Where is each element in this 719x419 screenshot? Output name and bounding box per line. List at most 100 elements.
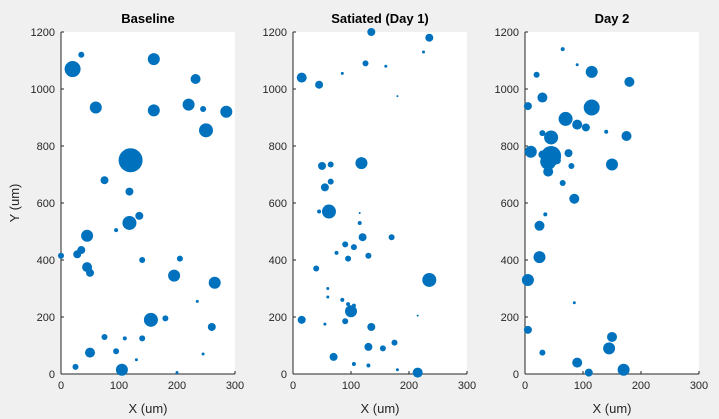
scatter-point xyxy=(321,204,336,219)
x-axis-label: X (um) xyxy=(361,401,400,416)
y-tick-label: 1000 xyxy=(31,84,55,96)
subplot-2: 0 100 200 300 0 200 400 600 800 1000 1200 Satiated … xyxy=(263,11,477,416)
y-axis-label: Y (um) xyxy=(7,184,22,223)
scatter-point xyxy=(533,251,546,264)
scatter-point xyxy=(345,305,357,318)
scatter-point xyxy=(569,193,580,204)
scatter-point xyxy=(323,322,327,326)
scatter-series xyxy=(521,47,635,377)
scatter-point xyxy=(329,352,338,361)
scatter-point xyxy=(544,130,559,145)
scatter-point xyxy=(190,74,201,85)
scatter-point xyxy=(340,297,345,302)
scatter-point xyxy=(143,312,158,327)
scatter-point xyxy=(175,371,179,375)
scatter-point xyxy=(539,349,546,356)
y-tick-label: 800 xyxy=(501,141,519,153)
scatter-point xyxy=(524,145,537,158)
scatter-point xyxy=(365,252,372,259)
subplot-grid: 0 100 200 300020040060080010001200BaselineX… xyxy=(7,11,708,416)
scatter-point xyxy=(342,318,349,325)
scatter-point xyxy=(101,333,108,340)
scatter-point xyxy=(297,315,306,324)
x-tick-label: 200 xyxy=(632,380,650,392)
scatter-point xyxy=(320,183,329,192)
scatter-point xyxy=(568,162,575,169)
scatter-point xyxy=(86,268,94,277)
scatter-point xyxy=(621,131,632,142)
scatter-point xyxy=(416,314,419,317)
y-tick-label: 400 xyxy=(269,255,287,267)
scatter-point xyxy=(199,123,213,138)
scatter-point xyxy=(327,178,334,185)
scatter-point xyxy=(367,322,376,331)
y-tick-label: 200 xyxy=(269,312,287,324)
scatter-point xyxy=(100,176,109,185)
scatter-point xyxy=(118,148,143,173)
scatter-point xyxy=(326,287,330,290)
x-axis-label: X (um) xyxy=(593,401,632,416)
scatter-point xyxy=(147,104,160,117)
scatter-point xyxy=(113,348,120,355)
scatter-point xyxy=(543,166,554,177)
scatter-point xyxy=(73,250,82,259)
scatter-point xyxy=(201,352,205,356)
scatter-point xyxy=(135,211,144,220)
y-tick-label: 600 xyxy=(501,198,519,210)
scatter-point xyxy=(358,233,367,242)
scatter-point xyxy=(318,161,326,170)
scatter-point xyxy=(564,149,573,158)
scatter-point xyxy=(552,156,561,165)
scatter-series xyxy=(58,51,233,376)
y-tick-label: 600 xyxy=(269,198,287,210)
x-axis-label: X (um) xyxy=(129,401,168,416)
scatter-point xyxy=(521,273,534,286)
x-tick-label: 100 xyxy=(574,380,592,392)
scatter-point xyxy=(366,363,371,368)
scatter-point xyxy=(584,368,593,377)
scatter-point xyxy=(543,212,548,217)
scatter-point xyxy=(533,71,540,78)
y-tick-label: 0 xyxy=(281,369,287,381)
scatter-point xyxy=(355,157,368,170)
scatter-point xyxy=(139,257,146,263)
scatter-point xyxy=(559,180,566,187)
y-tick-label: 0 xyxy=(513,369,519,381)
scatter-point xyxy=(391,339,398,346)
scatter-point xyxy=(412,367,423,378)
x-tick-label: 100 xyxy=(110,380,128,392)
scatter-point xyxy=(534,220,545,231)
scatter-point xyxy=(345,255,352,262)
plot-area xyxy=(525,32,699,374)
y-tick-label: 1000 xyxy=(263,84,287,96)
scatter-point xyxy=(350,244,357,251)
scatter-point xyxy=(64,61,81,78)
scatter-point xyxy=(362,60,369,67)
scatter-series xyxy=(296,28,437,378)
scatter-point xyxy=(572,301,576,305)
scatter-point xyxy=(340,71,344,75)
scatter-point xyxy=(342,241,349,248)
scatter-point xyxy=(207,322,216,331)
y-tick-label: 1000 xyxy=(495,84,519,96)
scatter-point xyxy=(317,209,322,214)
y-tick-label: 800 xyxy=(37,141,55,153)
x-tick-label: 0 xyxy=(522,380,528,392)
x-tick-label: 200 xyxy=(400,380,418,392)
scatter-point xyxy=(572,119,583,130)
y-tick-label: 600 xyxy=(37,198,55,210)
scatter-point xyxy=(537,92,548,103)
x-tick-label: 0 xyxy=(290,380,296,392)
y-tick-label: 400 xyxy=(501,255,519,267)
scatter-point xyxy=(327,161,334,168)
scatter-point xyxy=(168,269,181,282)
scatter-point xyxy=(357,220,362,225)
x-tick-label: 300 xyxy=(690,380,708,392)
scatter-point xyxy=(81,229,94,242)
scatter-point xyxy=(607,331,617,342)
scatter-point xyxy=(200,105,207,112)
scatter-point xyxy=(125,187,134,196)
scatter-point xyxy=(115,363,128,376)
scatter-point xyxy=(195,299,199,303)
y-tick-label: 200 xyxy=(37,312,55,324)
